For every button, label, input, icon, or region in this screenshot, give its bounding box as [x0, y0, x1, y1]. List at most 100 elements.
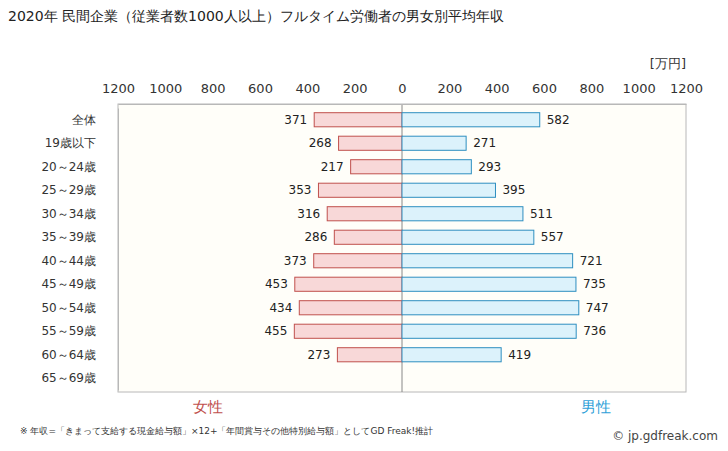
bar	[402, 230, 534, 244]
bars	[294, 113, 578, 362]
data-label: 217	[321, 160, 344, 174]
tick-label: 65～69歳	[41, 371, 96, 385]
bar	[402, 348, 501, 362]
tick-label: 1000	[623, 81, 656, 96]
tick: 200	[343, 81, 368, 104]
tick-label: 1200	[670, 81, 703, 96]
data-label: 419	[508, 348, 531, 362]
data-label: 736	[583, 324, 606, 338]
tick: 400	[295, 81, 320, 104]
tick-label: 0	[398, 81, 406, 96]
bar	[337, 348, 402, 362]
tick: 800	[579, 81, 604, 104]
tick: 65～69歳	[41, 371, 118, 385]
tick-label: 1200	[102, 81, 135, 96]
tick: 200	[437, 81, 462, 104]
data-label: 316	[297, 207, 320, 221]
bar	[402, 160, 471, 174]
tick-label: 60～64歳	[41, 348, 96, 362]
tick-label: 200	[437, 81, 462, 96]
bar	[334, 230, 402, 244]
tick-label: 55～59歳	[41, 324, 96, 338]
tick-label: 50～54歳	[41, 301, 96, 315]
tick: 40～44歳	[41, 254, 118, 268]
data-label: 455	[264, 324, 287, 338]
tick-label: 600	[248, 81, 273, 96]
bar	[402, 301, 579, 315]
tick-label: 600	[532, 81, 557, 96]
x-axis: 0 200 400 600 800 1000 1200	[398, 81, 703, 105]
tick-label: 35～39歳	[41, 230, 96, 244]
data-label: 371	[284, 113, 307, 127]
tick: 0	[398, 81, 406, 104]
tick-label: 800	[579, 81, 604, 96]
bar	[299, 301, 402, 315]
bar	[351, 160, 402, 174]
tick-label: 800	[201, 81, 226, 96]
title: 2020年 民間企業（従業者数1000人以上）フルタイム労働者の男女別平均年収	[8, 8, 504, 24]
bar	[402, 183, 495, 197]
footnote: ※ 年収=「きまって支給する現金給与額」×12+「年間賞与その他特別給与額」とし…	[20, 426, 433, 436]
tick: 600	[248, 81, 273, 104]
tick-label: 45～49歳	[41, 277, 96, 291]
tick: 1200	[670, 81, 703, 104]
legend-label: 女性	[193, 398, 223, 416]
tick: 600	[532, 81, 557, 104]
data-label: 434	[269, 301, 292, 315]
tick: 1000	[149, 81, 182, 104]
data-label: 582	[547, 113, 570, 127]
bar	[294, 324, 402, 338]
data-label: 735	[583, 277, 606, 291]
tick: 30～34歳	[41, 207, 118, 221]
bar	[314, 254, 402, 268]
tick-label: 200	[343, 81, 368, 96]
tick: 60～64歳	[41, 348, 118, 362]
bar	[402, 207, 523, 221]
bar	[327, 207, 402, 221]
x-axis: 1200 1000 800 600 400 200	[102, 81, 403, 105]
tick-label: 20～24歳	[41, 160, 96, 174]
data-label: 268	[309, 136, 332, 150]
tick-label: 全体	[72, 113, 96, 127]
data-labels: 371268 217 353 316 286 373 453 434 455 273 582 271 2…	[264, 113, 608, 362]
tick: 1000	[623, 81, 656, 104]
tick: 55～59歳	[41, 324, 118, 338]
tick: 19歳以下	[45, 136, 118, 150]
data-label: 453	[265, 277, 288, 291]
data-label: 373	[284, 254, 307, 268]
plot-frame	[118, 104, 686, 392]
data-label: 293	[478, 160, 501, 174]
data-label: 286	[304, 230, 327, 244]
bar	[402, 136, 466, 150]
bar	[318, 183, 402, 197]
data-label: 721	[580, 254, 603, 268]
tick-label: 30～34歳	[41, 207, 96, 221]
tick: 全体	[72, 113, 118, 127]
y-axis: 全体 19歳以下 20～24歳 25～29歳 30～34歳 35～39歳 40～44歳 45～…	[41, 109, 118, 391]
bar	[402, 254, 573, 268]
data-label: 353	[289, 183, 312, 197]
axis-title: [万円]	[650, 56, 686, 71]
tick-label: 25～29歳	[41, 183, 96, 197]
bar	[402, 277, 576, 291]
tick-label: 40～44歳	[41, 254, 96, 268]
data-label: 273	[307, 348, 330, 362]
legend-label: 男性	[581, 398, 611, 416]
axis-line	[118, 109, 119, 391]
tick: 800	[201, 81, 226, 104]
data-label: 747	[586, 301, 609, 315]
bar	[314, 113, 402, 127]
bar	[295, 277, 402, 291]
data-label: 511	[530, 207, 553, 221]
data-label: 271	[473, 136, 496, 150]
tick: 25～29歳	[41, 183, 118, 197]
tick: 45～49歳	[41, 277, 118, 291]
tick: 1200	[102, 81, 135, 104]
axis-line	[119, 104, 403, 105]
chart: 2020年 民間企業（従業者数1000人以上）フルタイム労働者の男女別平均年収 1…	[0, 0, 728, 451]
tick-label: 1000	[149, 81, 182, 96]
tick-label: 400	[295, 81, 320, 96]
bar	[402, 113, 540, 127]
tick-label: 400	[485, 81, 510, 96]
bar	[339, 136, 402, 150]
